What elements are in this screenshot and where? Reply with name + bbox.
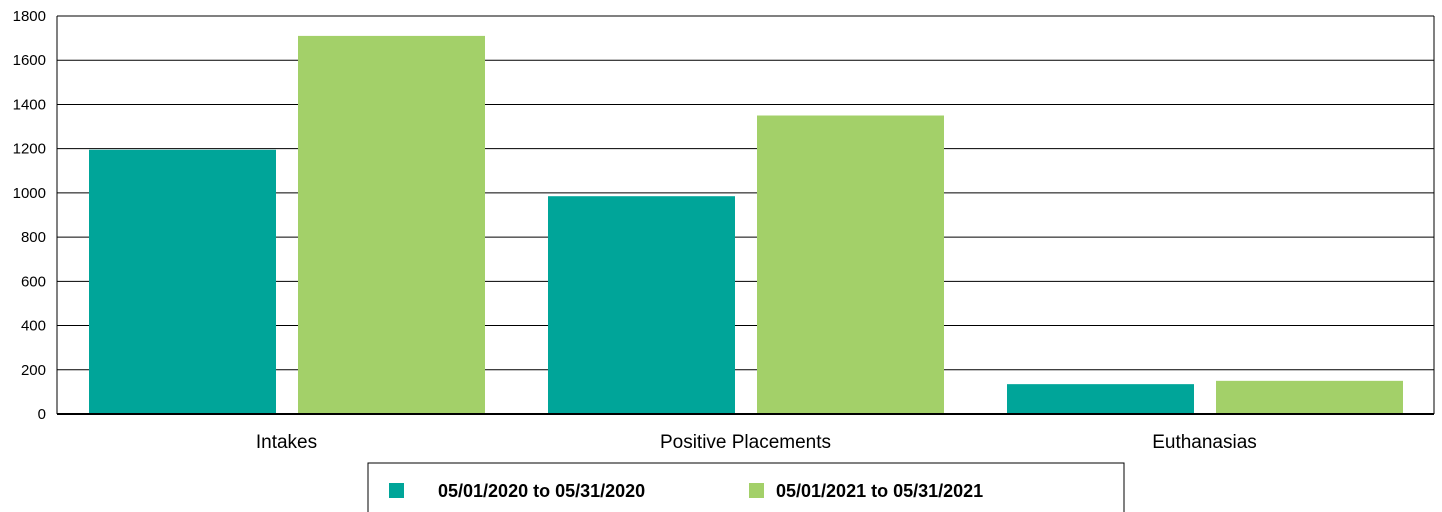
bar [89,149,276,414]
bar [298,35,485,415]
y-tick-label: 1200 [13,141,46,158]
y-tick-label: 1800 [13,8,46,25]
plot-frame [56,15,1435,415]
bar [757,115,944,414]
legend-swatch [389,483,404,498]
legend-label: 05/01/2020 to 05/31/2020 [438,481,645,501]
y-tick-label: 600 [21,273,46,290]
y-tick-label: 1600 [13,52,46,69]
y-tick-label: 800 [21,229,46,246]
y-tick-label: 1000 [13,185,46,202]
legend: 05/01/2020 to 05/31/2020 05/01/2021 to 05… [367,462,1125,512]
bar [548,196,735,414]
bar [1216,380,1403,414]
x-category-label: Positive Placements [660,432,831,453]
x-axis: Intakes Positive Placements Euthanasias [256,432,1257,453]
x-category-label: Euthanasias [1152,432,1257,453]
x-category-label: Intakes [256,432,317,453]
y-axis: 0 200 400 600 800 1000 1200 1400 1600 1800 [13,8,46,423]
legend-label: 05/01/2021 to 05/31/2021 [776,481,983,501]
legend-swatch [749,483,764,498]
bars [89,35,1403,415]
bar [1007,384,1194,414]
legend-box [367,462,1125,512]
y-tick-label: 400 [21,318,46,335]
y-tick-label: 200 [21,362,46,379]
y-tick-label: 1400 [13,96,46,113]
y-tick-label: 0 [38,406,46,423]
